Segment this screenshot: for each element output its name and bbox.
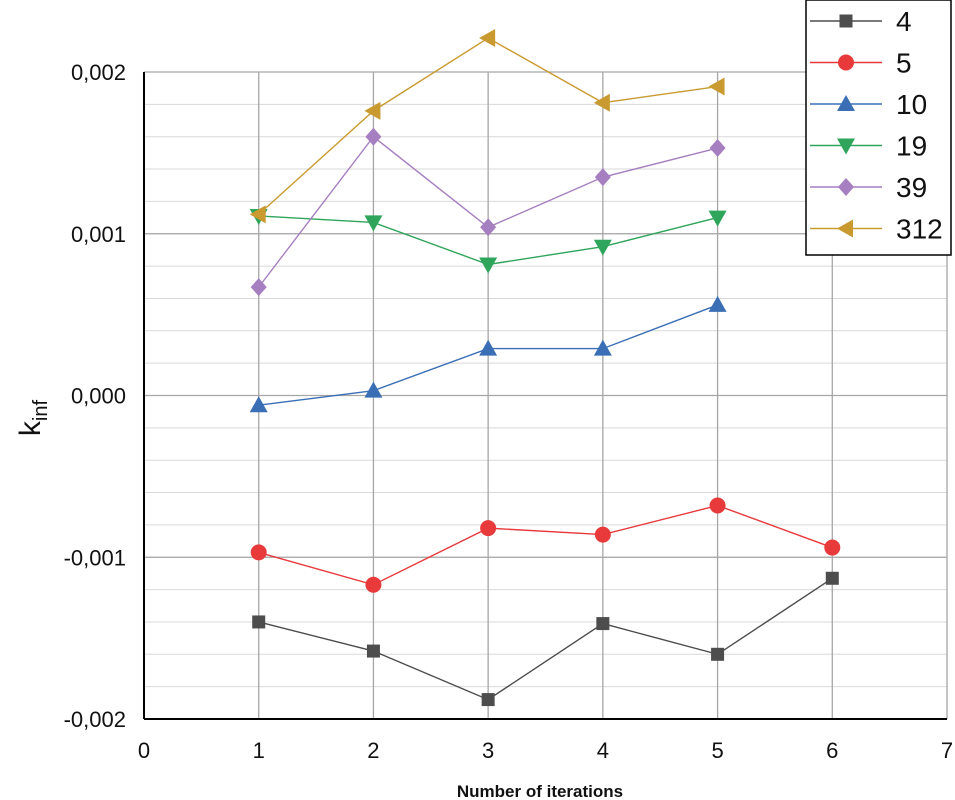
legend-item-10: 10	[810, 89, 927, 120]
x-axis-label: Number of iterations	[457, 782, 623, 800]
legend-box	[805, 0, 952, 256]
data-point-4	[252, 615, 266, 629]
data-point-19	[708, 210, 727, 227]
legend-item-19: 19	[810, 131, 927, 162]
minor-gridlines	[144, 71, 947, 688]
data-point-10	[708, 295, 727, 312]
series-10	[249, 295, 727, 413]
legend-label: 19	[896, 131, 927, 162]
data-point-10	[479, 339, 498, 356]
x-tick-label: 3	[482, 738, 494, 763]
legend-label: 5	[896, 48, 912, 79]
legend-marker	[838, 54, 854, 71]
data-point-5	[709, 497, 726, 514]
data-point-19	[364, 215, 383, 232]
legend-marker	[837, 138, 855, 155]
legend-item-4: 4	[810, 6, 912, 37]
data-point-39	[480, 218, 497, 237]
data-point-19	[479, 257, 498, 274]
y-tick-label: -0,002	[64, 707, 126, 732]
y-axis-label: kinf	[14, 399, 52, 436]
legend-item-5: 5	[810, 48, 912, 79]
y-axis-label-main: k	[14, 420, 47, 436]
y-tick-label: 0,000	[71, 384, 126, 409]
series-39	[250, 127, 726, 297]
data-point-10	[364, 381, 383, 398]
data-point-4	[366, 644, 380, 658]
legend-label: 39	[896, 172, 927, 203]
data-point-19	[593, 239, 612, 256]
x-tick-label: 0	[138, 738, 150, 763]
x-tick-label: 7	[941, 738, 953, 763]
series-312	[249, 29, 725, 224]
series-5	[250, 497, 841, 593]
data-point-4	[481, 693, 495, 707]
legend-marker	[838, 178, 854, 196]
legend-marker	[837, 95, 855, 111]
legend-label: 4	[896, 6, 912, 37]
data-point-5	[824, 539, 841, 556]
data-point-5	[594, 526, 611, 543]
y-tick-label: 0,002	[71, 60, 126, 85]
data-point-312	[364, 101, 381, 120]
data-point-10	[593, 339, 612, 356]
y-tick-label: -0,001	[64, 545, 126, 570]
legend-label: 10	[896, 89, 927, 120]
data-point-4	[596, 617, 610, 631]
data-point-4	[825, 571, 839, 585]
legend-item-39: 39	[810, 172, 927, 203]
legend-marker	[839, 14, 853, 28]
data-point-312	[479, 29, 496, 48]
x-tick-label: 2	[367, 738, 379, 763]
x-tick-label: 5	[711, 738, 723, 763]
legend: 4 5 10 19 39 312	[805, 0, 952, 256]
data-point-5	[480, 520, 497, 537]
legend-marker	[837, 219, 853, 238]
data-point-39	[365, 127, 382, 146]
data-point-312	[249, 205, 266, 224]
series-layer	[249, 29, 841, 707]
data-point-5	[250, 544, 267, 561]
data-point-39	[709, 139, 726, 158]
data-point-39	[594, 168, 611, 187]
series-line-4	[258, 577, 833, 701]
y-tick-label: 0,001	[71, 222, 126, 247]
data-point-5	[365, 576, 382, 593]
data-point-10	[249, 396, 268, 413]
data-point-39	[250, 278, 267, 297]
data-point-312	[708, 77, 725, 96]
data-point-4	[711, 647, 725, 661]
tick-labels: 0 1 2 3 4 5 6 7 -0,002 -0,001 0,000 0,001 0,002	[64, 60, 954, 763]
x-tick-label: 6	[826, 738, 838, 763]
y-axis-label-subscript: inf	[30, 399, 52, 421]
legend-item-312: 312	[810, 214, 943, 245]
legend-label: 312	[896, 214, 943, 245]
series-line-5	[258, 504, 833, 586]
series-4	[252, 571, 839, 707]
x-tick-label: 1	[253, 738, 265, 763]
x-tick-label: 4	[597, 738, 609, 763]
data-point-312	[593, 93, 610, 112]
axes	[143, 72, 947, 720]
